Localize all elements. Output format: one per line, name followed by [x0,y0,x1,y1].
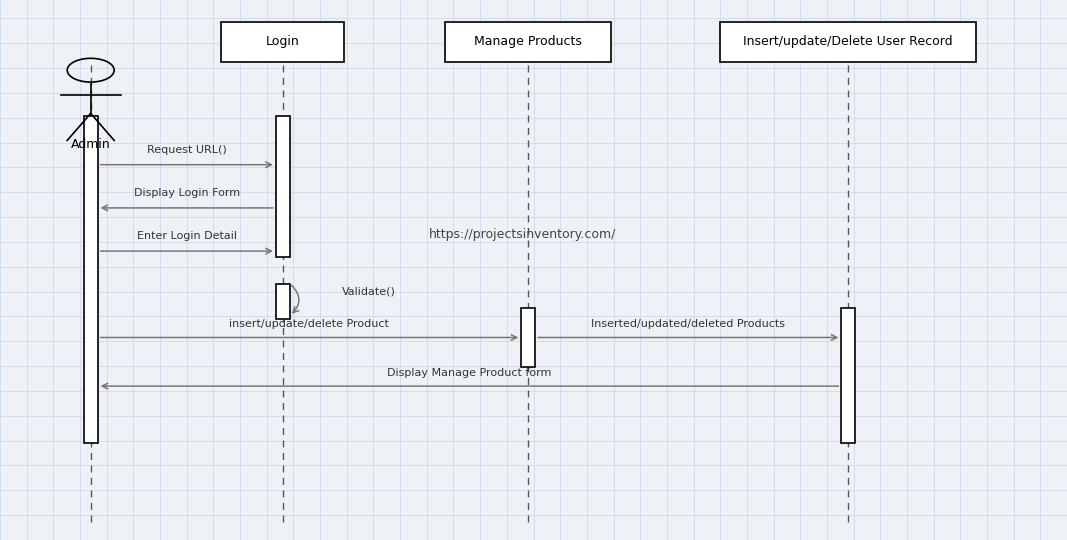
Bar [446,22,610,62]
FancyArrowPatch shape [291,286,299,313]
Text: https://projectsinventory.com/: https://projectsinventory.com/ [429,228,617,241]
Text: Display Login Form: Display Login Form [133,188,240,198]
Text: Manage Products: Manage Products [474,35,583,49]
Text: Insert/update/Delete User Record: Insert/update/Delete User Record [744,35,953,49]
Text: insert/update/delete Product: insert/update/delete Product [229,319,389,329]
Text: Request URL(): Request URL() [147,145,226,155]
Text: Admin: Admin [70,138,111,151]
Bar [222,22,344,62]
Text: Enter Login Detail: Enter Login Detail [137,231,237,241]
Bar [720,22,976,62]
Text: Validate(): Validate() [341,287,395,296]
Bar [83,116,98,443]
Bar [275,284,290,319]
Text: Inserted/updated/deleted Products: Inserted/updated/deleted Products [591,319,785,329]
Bar [275,116,290,256]
Bar [522,308,536,367]
Bar [842,308,856,443]
Text: Display Manage Product form: Display Manage Product form [387,368,552,378]
Text: Login: Login [266,35,300,49]
